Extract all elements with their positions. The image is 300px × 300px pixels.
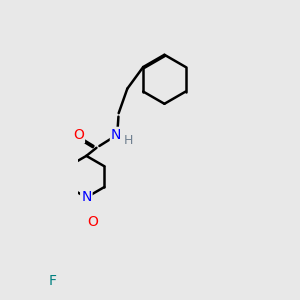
Text: O: O bbox=[87, 215, 98, 229]
Text: F: F bbox=[49, 274, 57, 287]
Text: N: N bbox=[81, 190, 92, 204]
Text: N: N bbox=[111, 128, 121, 142]
Text: O: O bbox=[73, 128, 84, 142]
Text: H: H bbox=[124, 134, 133, 146]
